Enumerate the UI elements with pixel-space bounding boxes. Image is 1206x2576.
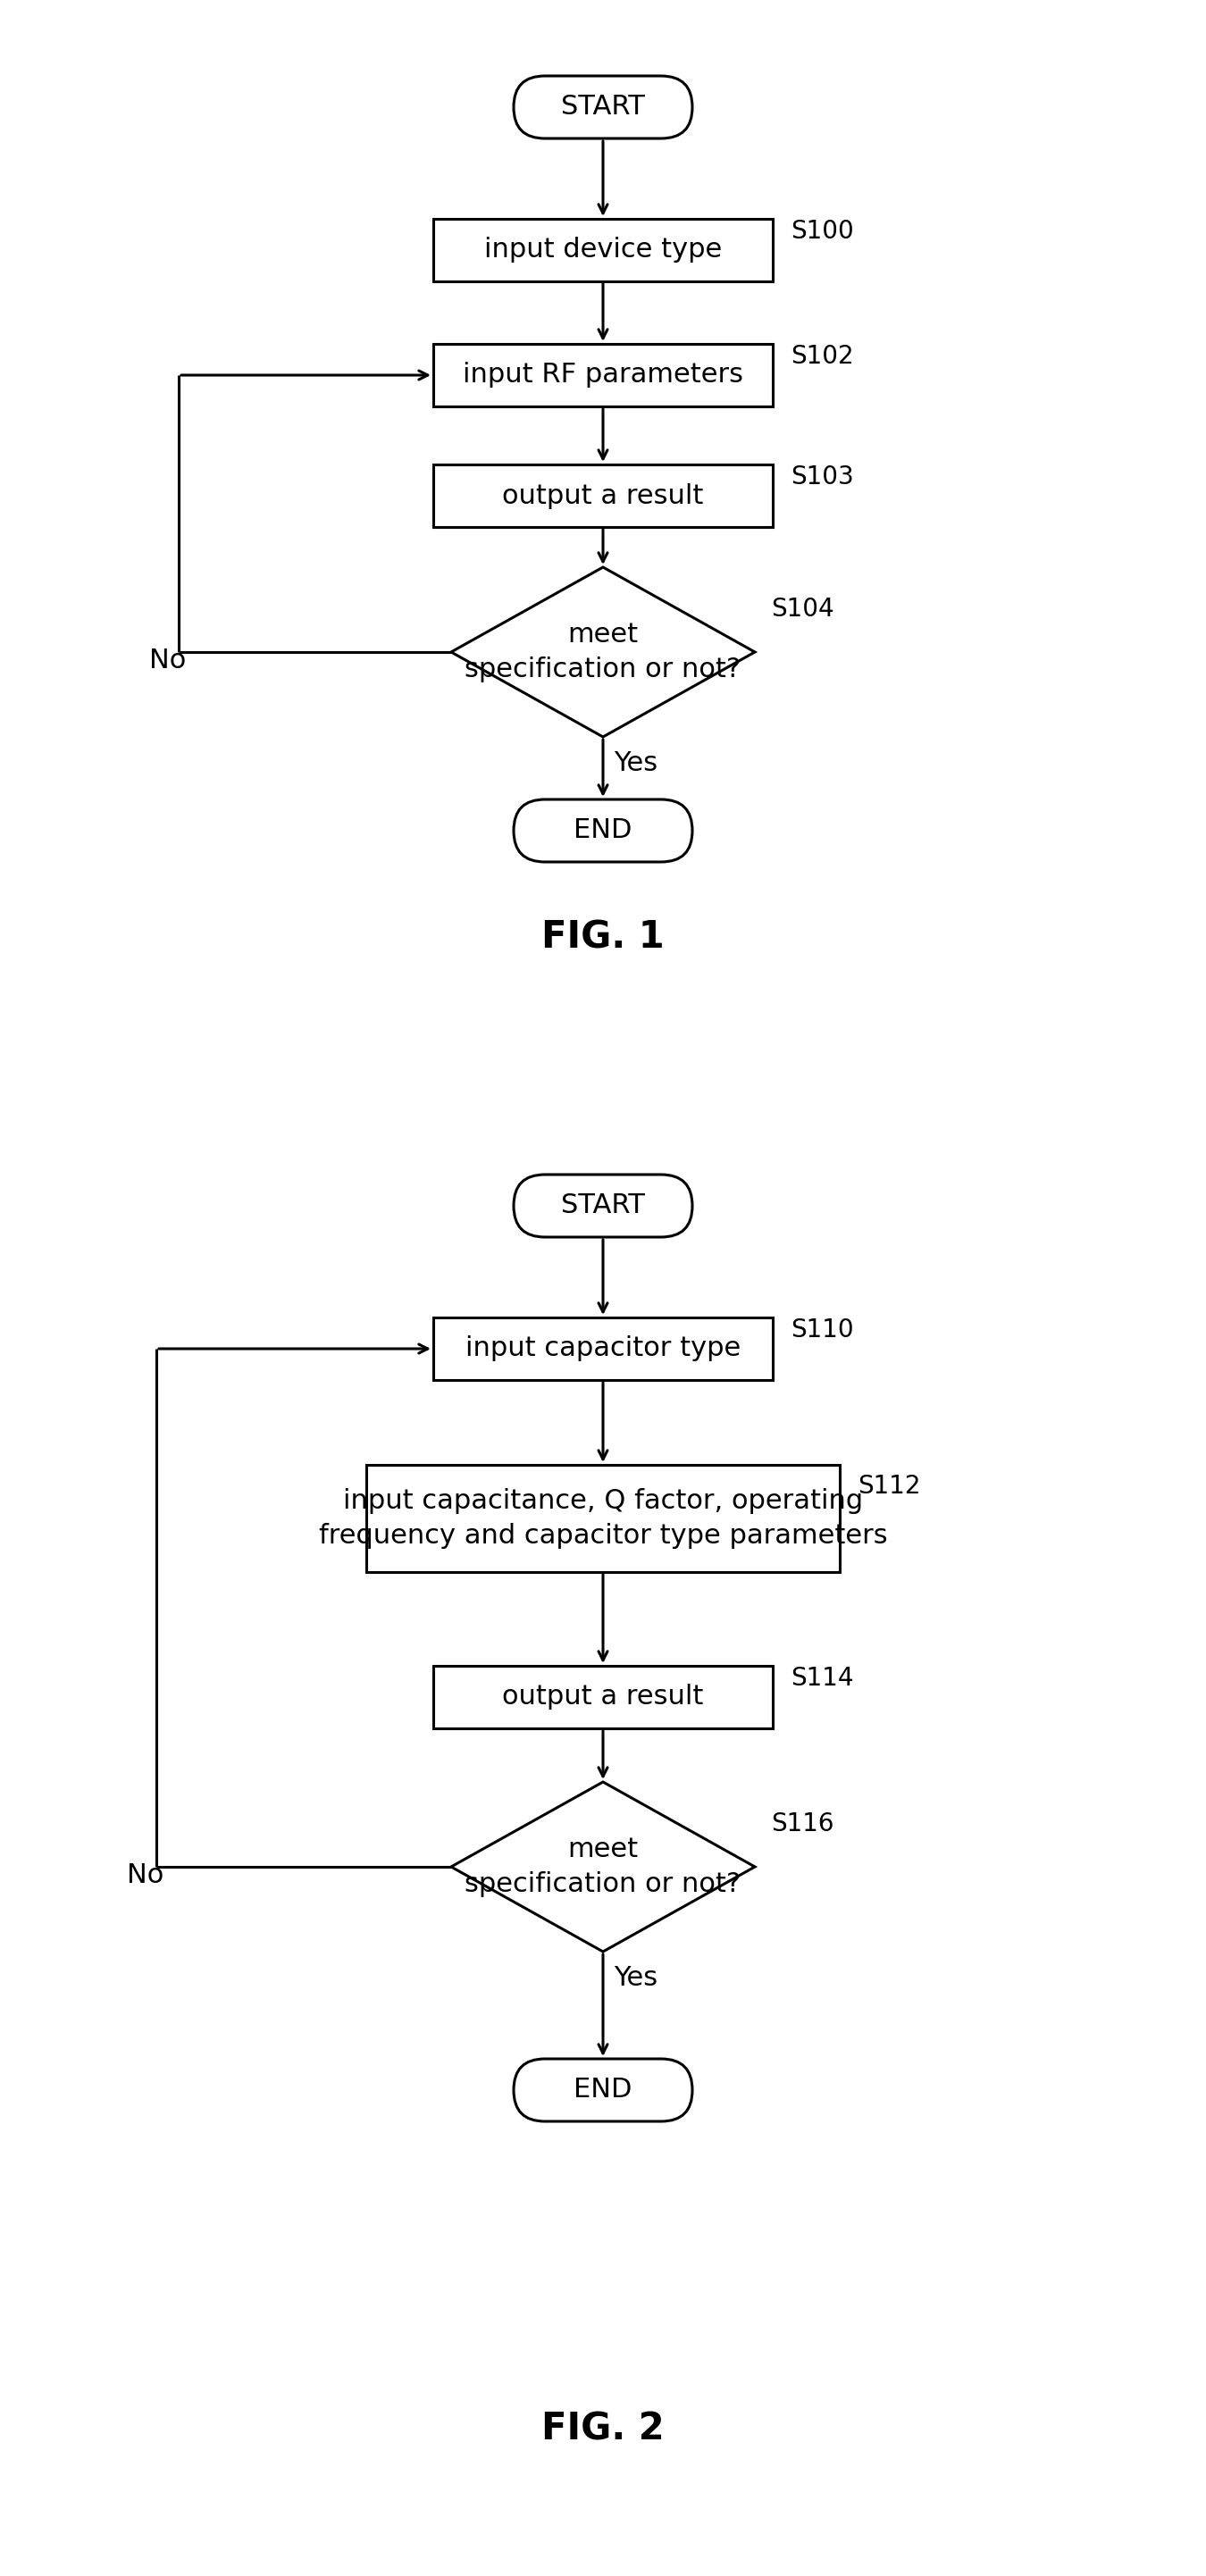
Text: END: END <box>574 817 632 842</box>
Text: S102: S102 <box>791 343 854 368</box>
Text: No: No <box>127 1862 164 1888</box>
Text: S100: S100 <box>791 219 854 245</box>
Text: output a result: output a result <box>503 482 703 507</box>
Text: No: No <box>150 649 186 675</box>
Text: FIG. 1: FIG. 1 <box>541 920 665 956</box>
Text: Yes: Yes <box>614 1965 657 1991</box>
FancyBboxPatch shape <box>514 1175 692 1236</box>
Text: Yes: Yes <box>614 750 657 775</box>
FancyBboxPatch shape <box>514 75 692 139</box>
Text: S114: S114 <box>791 1667 854 1690</box>
Text: input RF parameters: input RF parameters <box>463 363 743 389</box>
Text: S103: S103 <box>791 464 854 489</box>
Text: input capacitance, Q factor, operating
frequency and capacitor type parameters: input capacitance, Q factor, operating f… <box>318 1489 888 1548</box>
Text: FIG. 2: FIG. 2 <box>541 2411 665 2447</box>
Polygon shape <box>451 567 755 737</box>
Bar <box>433 464 773 528</box>
Text: S110: S110 <box>791 1316 854 1342</box>
Bar <box>433 1667 773 1728</box>
Text: meet
specification or not?: meet specification or not? <box>466 1837 740 1896</box>
Bar <box>433 219 773 281</box>
Text: output a result: output a result <box>503 1685 703 1710</box>
Text: END: END <box>574 2076 632 2102</box>
FancyBboxPatch shape <box>514 799 692 863</box>
Polygon shape <box>451 1783 755 1953</box>
Text: input capacitor type: input capacitor type <box>466 1337 740 1363</box>
Text: START: START <box>561 1193 645 1218</box>
Bar <box>433 1316 773 1381</box>
Text: meet
specification or not?: meet specification or not? <box>466 621 740 683</box>
Text: S112: S112 <box>857 1473 920 1499</box>
Text: input device type: input device type <box>484 237 722 263</box>
Text: S104: S104 <box>771 598 835 623</box>
Text: S116: S116 <box>771 1811 833 1837</box>
Bar <box>433 343 773 407</box>
Text: START: START <box>561 95 645 121</box>
Bar <box>367 1466 839 1571</box>
FancyBboxPatch shape <box>514 2058 692 2123</box>
